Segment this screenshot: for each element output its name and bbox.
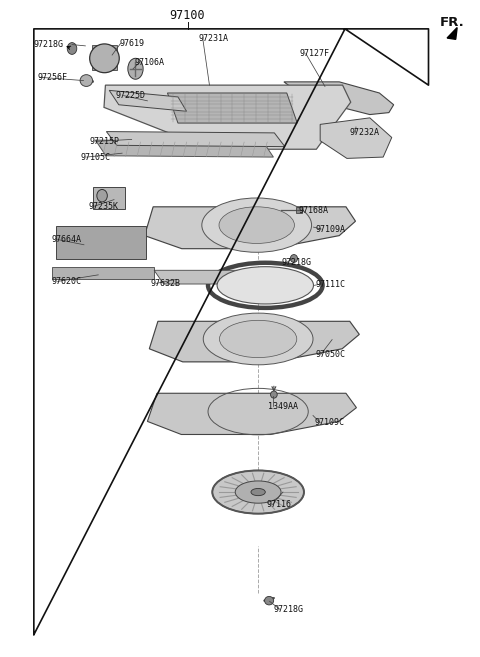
Ellipse shape xyxy=(202,198,312,252)
Text: 1349AA: 1349AA xyxy=(268,402,298,411)
Ellipse shape xyxy=(217,267,313,304)
Ellipse shape xyxy=(67,43,77,55)
Text: 97109A: 97109A xyxy=(315,225,346,233)
Ellipse shape xyxy=(290,254,298,262)
Text: FR.: FR. xyxy=(440,16,464,29)
Text: 97111C: 97111C xyxy=(315,279,346,288)
Polygon shape xyxy=(104,85,351,149)
Polygon shape xyxy=(144,207,356,249)
Polygon shape xyxy=(96,140,274,157)
Polygon shape xyxy=(296,208,302,213)
Text: 97620C: 97620C xyxy=(51,277,82,286)
Text: 97225D: 97225D xyxy=(116,91,146,100)
Ellipse shape xyxy=(90,44,119,73)
Text: 97168A: 97168A xyxy=(298,206,328,215)
Bar xyxy=(94,187,125,209)
Ellipse shape xyxy=(128,58,143,79)
Ellipse shape xyxy=(251,488,265,495)
Ellipse shape xyxy=(271,391,277,398)
Text: 97215P: 97215P xyxy=(90,137,120,146)
Bar xyxy=(92,45,117,70)
Text: 97218G: 97218G xyxy=(34,40,64,49)
Text: 97619: 97619 xyxy=(120,39,145,48)
Text: 97231A: 97231A xyxy=(198,34,228,43)
Ellipse shape xyxy=(264,597,274,605)
Text: 97232A: 97232A xyxy=(350,127,380,137)
Polygon shape xyxy=(320,118,392,158)
Text: 97116: 97116 xyxy=(267,500,292,509)
Polygon shape xyxy=(149,321,360,362)
Text: 97100: 97100 xyxy=(170,9,205,22)
Polygon shape xyxy=(447,28,457,39)
Bar xyxy=(52,267,154,279)
Text: 97106A: 97106A xyxy=(134,58,164,67)
Polygon shape xyxy=(109,91,187,111)
Text: 97050C: 97050C xyxy=(315,350,346,359)
Polygon shape xyxy=(154,270,288,284)
Polygon shape xyxy=(147,394,357,434)
Text: 97235K: 97235K xyxy=(88,202,118,211)
Text: 97218G: 97218G xyxy=(281,258,311,267)
Text: 97664A: 97664A xyxy=(51,235,82,244)
Ellipse shape xyxy=(203,313,313,365)
Ellipse shape xyxy=(219,207,294,244)
Text: 97218G: 97218G xyxy=(274,604,303,614)
Ellipse shape xyxy=(235,481,281,503)
Polygon shape xyxy=(284,82,394,114)
Polygon shape xyxy=(107,131,285,147)
Text: 97256F: 97256F xyxy=(37,73,68,81)
Ellipse shape xyxy=(80,75,93,87)
Polygon shape xyxy=(168,93,297,123)
Text: 97109C: 97109C xyxy=(314,419,345,427)
Ellipse shape xyxy=(97,189,108,202)
Ellipse shape xyxy=(212,470,304,514)
Text: 97632B: 97632B xyxy=(150,279,180,288)
Text: 97105C: 97105C xyxy=(80,152,110,162)
Ellipse shape xyxy=(219,321,297,357)
Text: 97127F: 97127F xyxy=(300,49,330,58)
Bar xyxy=(56,227,146,259)
